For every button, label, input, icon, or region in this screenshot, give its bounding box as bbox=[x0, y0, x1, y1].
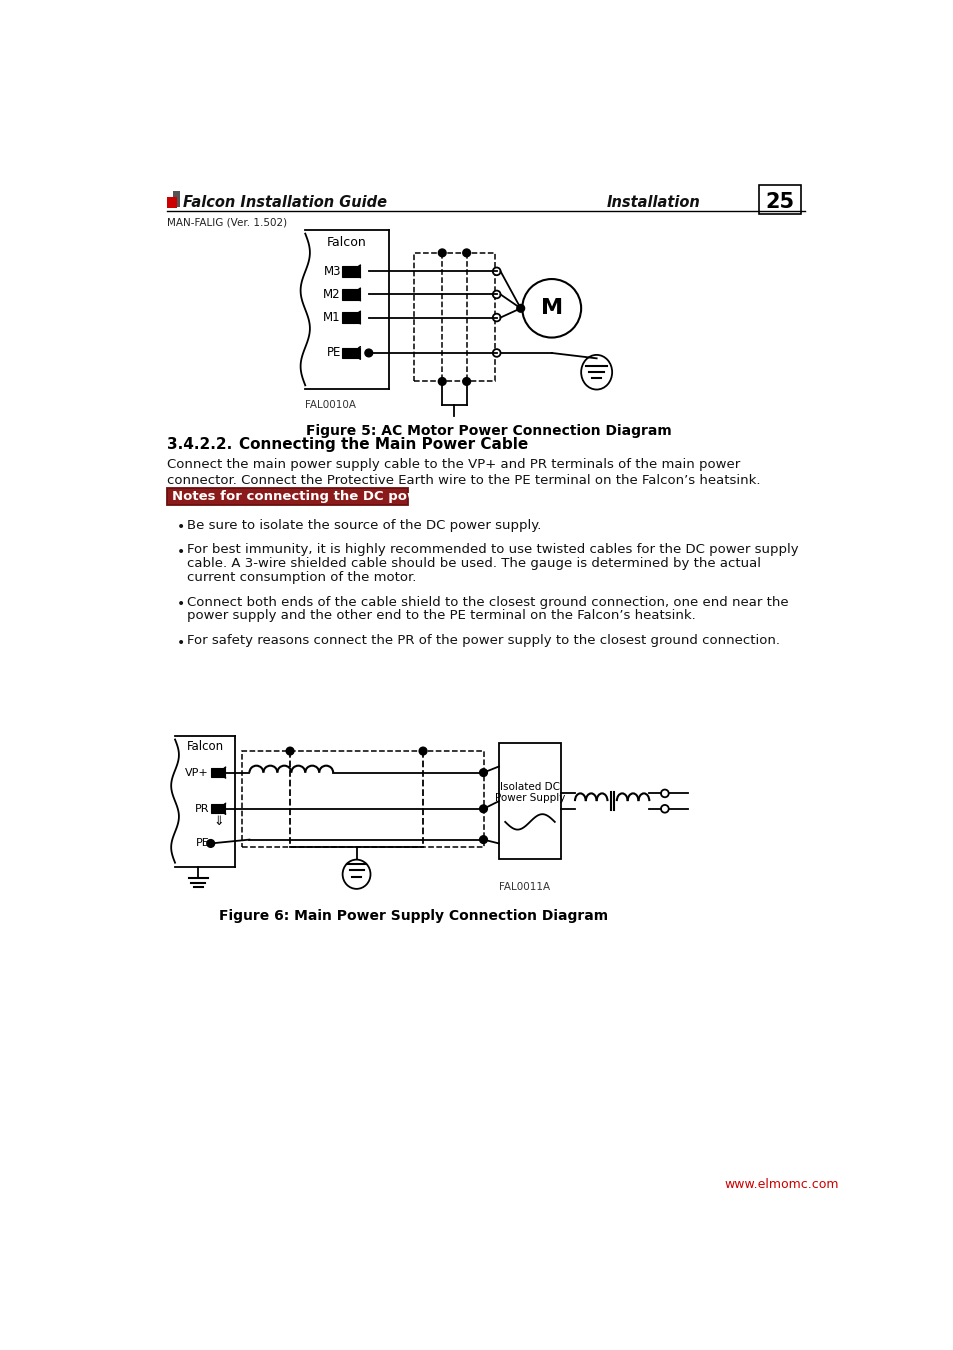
Circle shape bbox=[365, 350, 373, 356]
Bar bbox=[342, 289, 359, 300]
Circle shape bbox=[493, 350, 500, 356]
Bar bbox=[211, 768, 224, 778]
Circle shape bbox=[207, 840, 214, 848]
Text: power supply and the other end to the PE terminal on the Falcon’s heatsink.: power supply and the other end to the PE… bbox=[187, 609, 696, 622]
Circle shape bbox=[479, 805, 487, 813]
Bar bbox=[342, 266, 359, 277]
Text: current consumption of the motor.: current consumption of the motor. bbox=[187, 571, 416, 583]
Text: M: M bbox=[540, 298, 562, 319]
Text: Falcon: Falcon bbox=[187, 740, 224, 753]
Text: Connect both ends of the cable shield to the closest ground connection, one end : Connect both ends of the cable shield to… bbox=[187, 595, 788, 609]
Text: PR: PR bbox=[194, 803, 209, 814]
Text: Installation: Installation bbox=[606, 194, 700, 209]
Circle shape bbox=[479, 768, 487, 776]
Text: Falcon Installation Guide: Falcon Installation Guide bbox=[183, 194, 386, 209]
Circle shape bbox=[493, 290, 500, 298]
Circle shape bbox=[479, 836, 487, 844]
Bar bbox=[758, 185, 801, 215]
Text: Be sure to isolate the source of the DC power supply.: Be sure to isolate the source of the DC … bbox=[187, 518, 541, 532]
Text: 25: 25 bbox=[764, 192, 793, 212]
Text: M3: M3 bbox=[323, 265, 340, 278]
Text: Connect the main power supply cable to the VP+ and PR terminals of the main powe: Connect the main power supply cable to t… bbox=[167, 459, 740, 471]
Circle shape bbox=[493, 267, 500, 275]
Text: Falcon: Falcon bbox=[327, 236, 367, 248]
Ellipse shape bbox=[580, 355, 612, 390]
Circle shape bbox=[521, 279, 580, 338]
Polygon shape bbox=[173, 192, 179, 207]
Circle shape bbox=[517, 305, 524, 312]
Text: PE: PE bbox=[195, 838, 209, 848]
Text: Notes for connecting the DC power supply:: Notes for connecting the DC power supply… bbox=[172, 490, 494, 504]
Text: •: • bbox=[176, 520, 185, 535]
Text: For safety reasons connect the PR of the power supply to the closest ground conn: For safety reasons connect the PR of the… bbox=[187, 634, 780, 647]
Text: Power Supply: Power Supply bbox=[495, 792, 564, 803]
Text: M2: M2 bbox=[323, 288, 340, 301]
Text: 3.4.2.2.: 3.4.2.2. bbox=[167, 437, 233, 452]
Text: Figure 5: AC Motor Power Connection Diagram: Figure 5: AC Motor Power Connection Diag… bbox=[306, 424, 671, 437]
Text: For best immunity, it is highly recommended to use twisted cables for the DC pow: For best immunity, it is highly recommen… bbox=[187, 543, 799, 556]
Text: Isolated DC: Isolated DC bbox=[499, 782, 559, 792]
Bar bbox=[414, 252, 495, 382]
Text: connector. Connect the Protective Earth wire to the PE terminal on the Falcon’s : connector. Connect the Protective Earth … bbox=[167, 474, 760, 487]
Text: Figure 6: Main Power Supply Connection Diagram: Figure 6: Main Power Supply Connection D… bbox=[219, 909, 608, 923]
Text: cable. A 3-wire shielded cable should be used. The gauge is determined by the ac: cable. A 3-wire shielded cable should be… bbox=[187, 558, 760, 570]
Text: MAN-FALIG (Ver. 1.502): MAN-FALIG (Ver. 1.502) bbox=[167, 217, 287, 227]
Circle shape bbox=[437, 378, 446, 385]
Polygon shape bbox=[167, 197, 176, 208]
Bar bbox=[498, 744, 560, 859]
Bar bbox=[342, 347, 359, 358]
Bar bbox=[241, 751, 483, 848]
Text: •: • bbox=[176, 636, 185, 649]
Text: FAL0010A: FAL0010A bbox=[305, 400, 355, 410]
Text: www.elmomc.com: www.elmomc.com bbox=[724, 1179, 839, 1192]
Bar bbox=[211, 805, 224, 814]
Text: •: • bbox=[176, 544, 185, 559]
Circle shape bbox=[437, 248, 446, 256]
Bar bbox=[167, 489, 407, 505]
Circle shape bbox=[286, 747, 294, 755]
Text: ⇓: ⇓ bbox=[213, 815, 223, 828]
Circle shape bbox=[462, 378, 470, 385]
Text: Connecting the Main Power Cable: Connecting the Main Power Cable bbox=[239, 437, 528, 452]
Text: •: • bbox=[176, 597, 185, 612]
Circle shape bbox=[462, 248, 470, 256]
Circle shape bbox=[493, 313, 500, 321]
Text: M1: M1 bbox=[323, 310, 340, 324]
Circle shape bbox=[660, 805, 668, 813]
Circle shape bbox=[660, 790, 668, 798]
Text: VP+: VP+ bbox=[185, 768, 209, 778]
Bar bbox=[342, 312, 359, 323]
Ellipse shape bbox=[342, 860, 370, 888]
Circle shape bbox=[418, 747, 427, 755]
Text: FAL0011A: FAL0011A bbox=[498, 882, 550, 892]
Text: PE: PE bbox=[326, 347, 340, 359]
